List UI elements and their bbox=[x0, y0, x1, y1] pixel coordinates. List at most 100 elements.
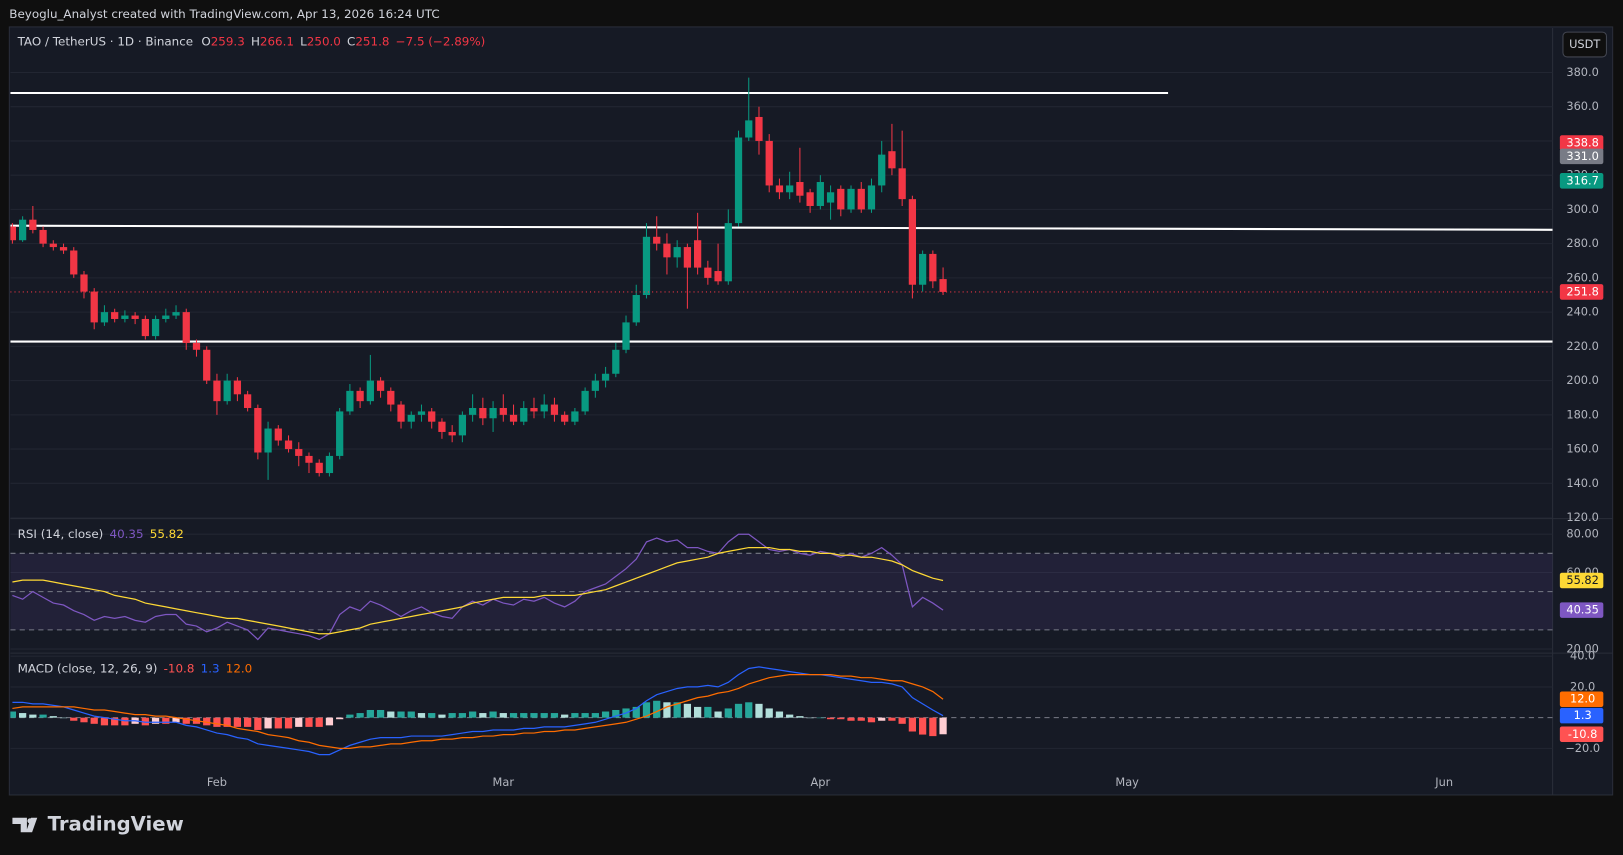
candle-body bbox=[131, 315, 139, 319]
histogram-bar bbox=[376, 709, 385, 718]
histogram-bar bbox=[520, 713, 528, 718]
candle-body bbox=[448, 431, 456, 436]
candle-body bbox=[223, 380, 231, 402]
currency-label[interactable]: USDT bbox=[1569, 37, 1600, 51]
histogram-bar bbox=[734, 703, 743, 718]
candle-body bbox=[356, 390, 364, 402]
histogram-bar bbox=[213, 717, 221, 727]
y-tick-label: 280.0 bbox=[1566, 236, 1599, 250]
histogram-bar bbox=[724, 708, 732, 718]
candle-body bbox=[796, 182, 804, 196]
histogram-bar bbox=[888, 717, 896, 721]
legend-value: 259.3 bbox=[211, 34, 245, 48]
histogram-bar bbox=[366, 709, 374, 718]
histogram-bar bbox=[704, 706, 712, 718]
histogram-bar bbox=[663, 702, 671, 718]
histogram-bar bbox=[908, 717, 917, 732]
histogram-bar bbox=[468, 711, 477, 718]
header: Beyoglu_Analyst created with TradingView… bbox=[9, 7, 439, 21]
candle-body bbox=[438, 421, 446, 432]
candle-body bbox=[499, 407, 507, 415]
histogram-bar bbox=[264, 717, 272, 729]
candle-body bbox=[591, 380, 599, 391]
histogram-bar bbox=[540, 713, 548, 718]
candle-body bbox=[397, 404, 405, 422]
y-tick-label: 240.0 bbox=[1566, 305, 1599, 319]
histogram-bar bbox=[632, 706, 640, 718]
tv-logo bbox=[12, 817, 38, 833]
histogram-bar bbox=[111, 717, 119, 726]
histogram-bar bbox=[929, 717, 937, 737]
candle-body bbox=[693, 240, 702, 268]
candle-body bbox=[376, 380, 385, 391]
legend-key: C bbox=[347, 34, 355, 48]
y-tick-label: 220.0 bbox=[1566, 339, 1599, 353]
candle-body bbox=[837, 188, 845, 210]
price-label-text: 316.7 bbox=[1566, 173, 1599, 187]
candle-body bbox=[601, 373, 610, 381]
candle-body bbox=[724, 223, 732, 282]
histogram-bar bbox=[203, 717, 211, 726]
candle-body bbox=[59, 247, 68, 251]
candle-body bbox=[929, 253, 937, 282]
histogram-bar bbox=[673, 702, 681, 718]
histogram-bar bbox=[745, 702, 753, 718]
candle-body bbox=[70, 250, 78, 275]
histogram-bar bbox=[59, 717, 68, 719]
candle-body bbox=[908, 199, 917, 285]
legend-title: RSI (14, close) bbox=[18, 527, 104, 541]
histogram-bar bbox=[530, 713, 538, 718]
histogram-bar bbox=[162, 717, 170, 724]
legend-value: 250.0 bbox=[307, 34, 341, 48]
histogram-bar bbox=[407, 711, 415, 718]
histogram-bar bbox=[683, 703, 692, 718]
candle-body bbox=[612, 349, 620, 374]
candle-body bbox=[918, 253, 927, 285]
candle-body bbox=[571, 411, 579, 422]
candle-body bbox=[315, 462, 323, 474]
series-badge-text: 12.0 bbox=[1570, 692, 1595, 706]
histogram-bar bbox=[356, 713, 364, 718]
candle-body bbox=[847, 188, 855, 210]
legend: MACD (close, 12, 26, 9) -10.8 1.3 12.0 bbox=[18, 661, 253, 675]
price-label bbox=[1559, 148, 1604, 165]
series-badge bbox=[1559, 707, 1604, 724]
histogram-bar bbox=[223, 717, 231, 727]
histogram-bar bbox=[867, 717, 876, 723]
series-badge bbox=[1559, 691, 1604, 707]
histogram-bar bbox=[898, 717, 906, 724]
currency-button[interactable] bbox=[1562, 31, 1607, 58]
candle-body bbox=[458, 414, 467, 436]
candle-body bbox=[305, 455, 313, 463]
candle-body bbox=[745, 120, 753, 138]
histogram-bar bbox=[49, 716, 57, 718]
histogram-bar bbox=[571, 713, 579, 718]
candle-body bbox=[19, 219, 27, 241]
x-tick-label: May bbox=[1115, 775, 1139, 789]
candle-body bbox=[243, 394, 252, 408]
candle-body bbox=[581, 390, 589, 412]
candle-body bbox=[121, 315, 129, 319]
series-badge bbox=[1559, 602, 1604, 618]
histogram-bar bbox=[141, 717, 149, 726]
candle-body bbox=[520, 407, 528, 422]
histogram-bar bbox=[29, 714, 37, 718]
candle-body bbox=[162, 315, 170, 319]
y-tick-label: 300.0 bbox=[1566, 202, 1599, 216]
histogram-bar bbox=[295, 717, 303, 727]
legend-value: 251.8 bbox=[355, 34, 389, 48]
histogram-bar bbox=[509, 713, 518, 718]
x-tick-label: Apr bbox=[811, 775, 831, 789]
pane-1 bbox=[10, 533, 1553, 650]
histogram-bar bbox=[561, 714, 569, 718]
legend-key: L bbox=[300, 34, 307, 48]
candle-body bbox=[336, 411, 344, 456]
candle-body bbox=[203, 349, 211, 381]
histogram-bar bbox=[182, 717, 190, 724]
candle-body bbox=[192, 342, 201, 350]
histogram-bar bbox=[489, 711, 497, 718]
candle-body bbox=[325, 455, 334, 474]
candle-body bbox=[479, 407, 487, 419]
candle-body bbox=[878, 154, 886, 186]
